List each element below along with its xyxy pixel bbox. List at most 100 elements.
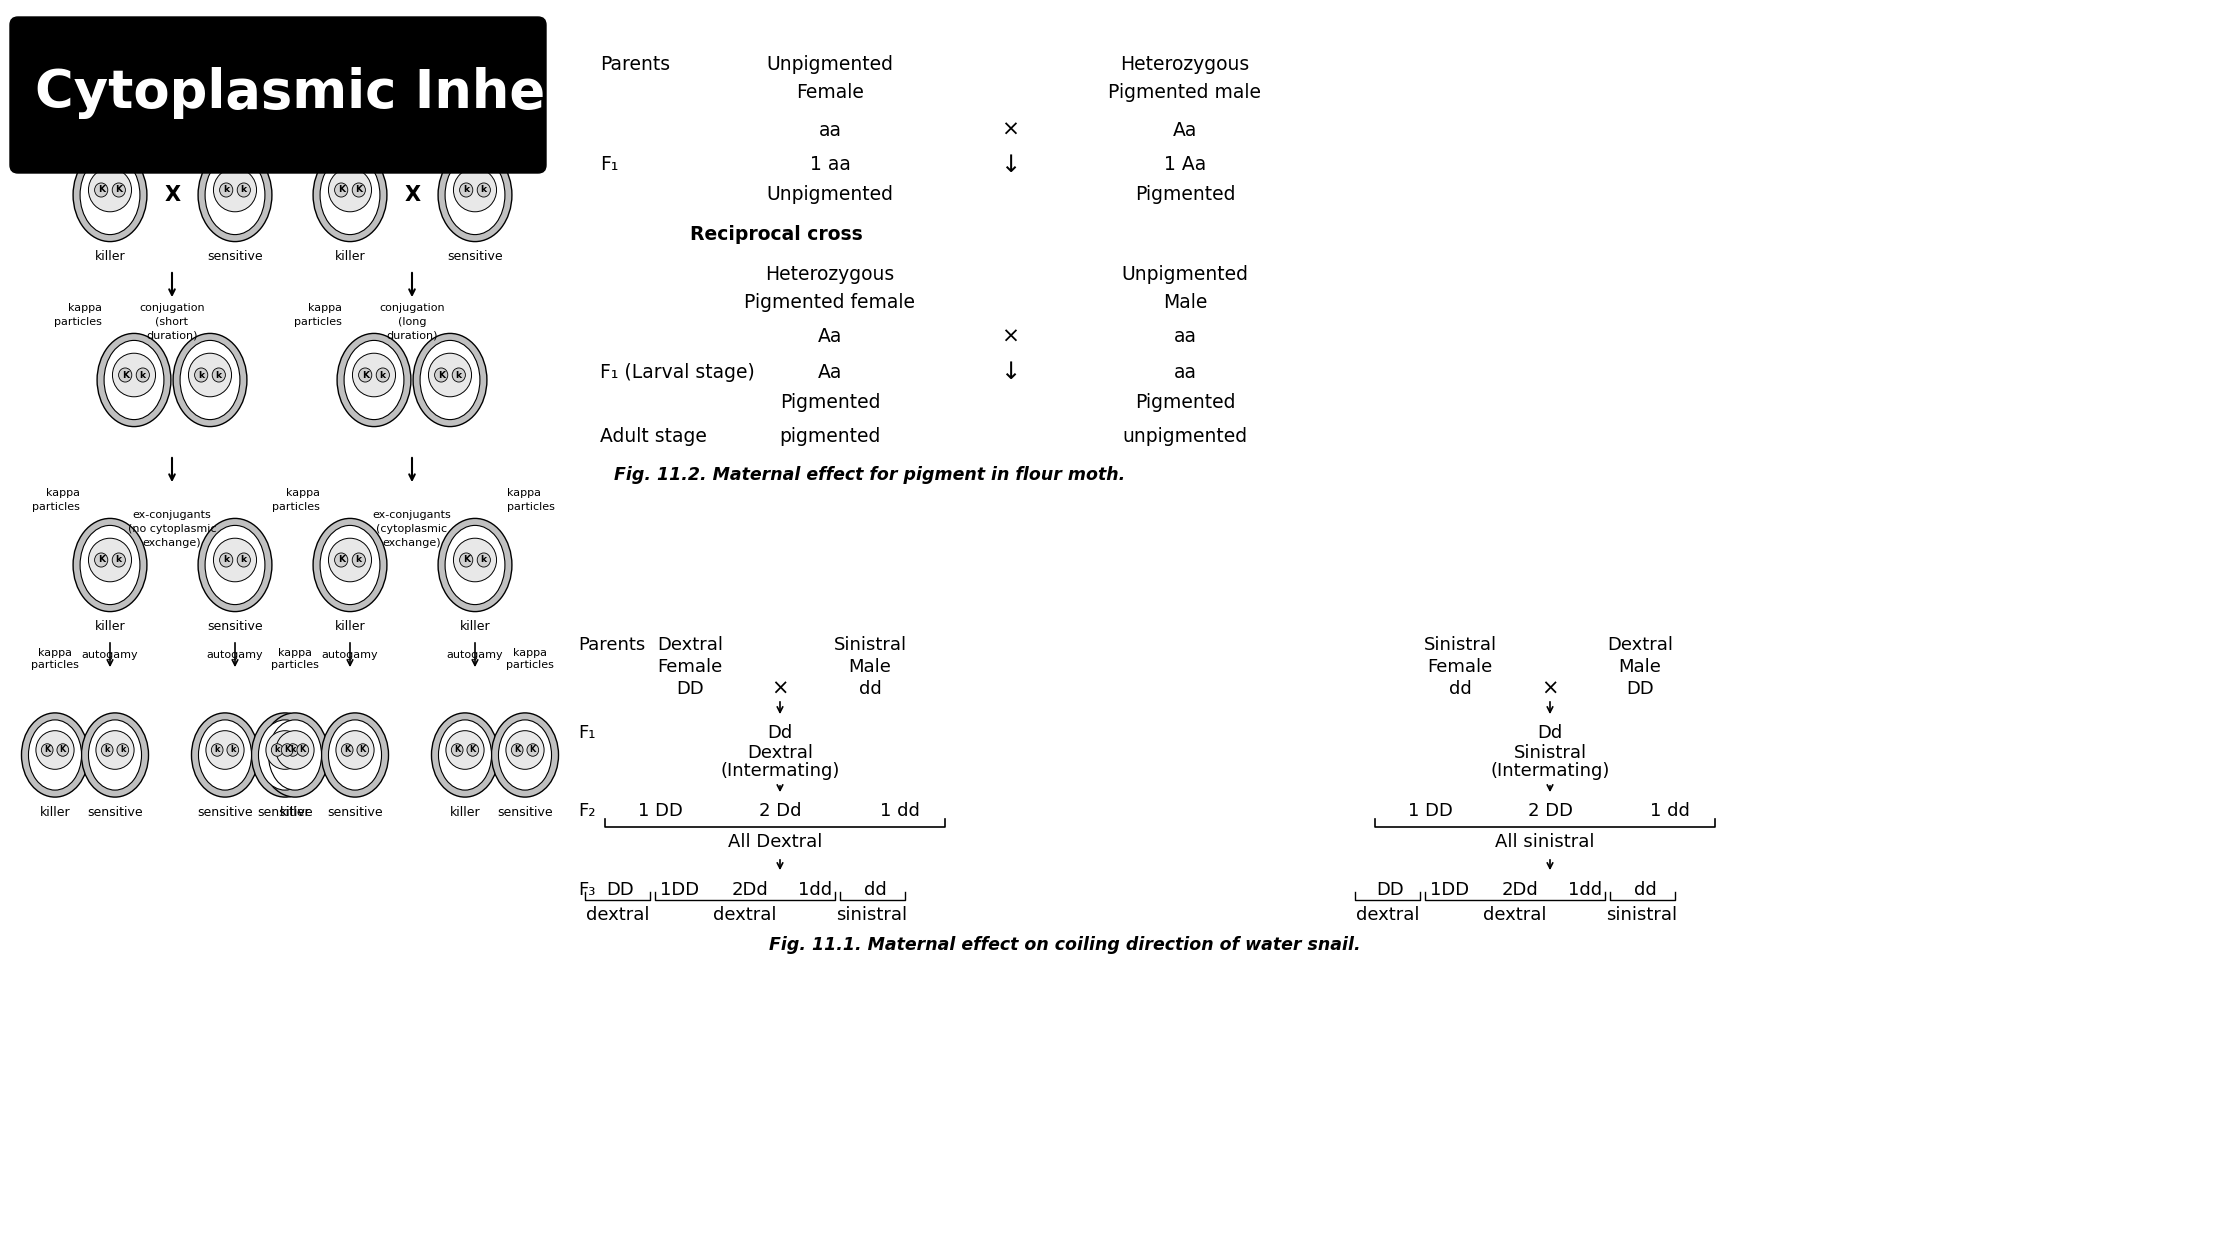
Ellipse shape	[197, 518, 271, 611]
Ellipse shape	[81, 713, 148, 798]
Text: particles: particles	[293, 318, 343, 328]
Ellipse shape	[101, 743, 112, 756]
Text: 1 aa: 1 aa	[809, 155, 851, 174]
Text: autogamy: autogamy	[206, 650, 264, 660]
Text: k: k	[139, 370, 146, 379]
Text: ex-conjugants: ex-conjugants	[132, 510, 211, 520]
Ellipse shape	[36, 731, 74, 770]
Text: kappa: kappa	[506, 488, 542, 498]
Text: K: K	[60, 746, 65, 755]
Ellipse shape	[334, 553, 347, 567]
Text: killer: killer	[40, 805, 69, 819]
Ellipse shape	[87, 169, 132, 212]
Text: Female: Female	[795, 83, 865, 102]
Text: K: K	[338, 185, 345, 194]
Text: k: k	[224, 556, 228, 564]
Text: 1 dd: 1 dd	[1651, 803, 1689, 820]
Ellipse shape	[190, 713, 258, 798]
Text: Unpigmented: Unpigmented	[766, 55, 894, 74]
Ellipse shape	[323, 713, 388, 798]
Text: K: K	[464, 556, 470, 564]
Text: K: K	[300, 746, 307, 755]
Text: 2 DD: 2 DD	[1528, 803, 1572, 820]
Text: particles: particles	[31, 660, 78, 670]
Text: DD: DD	[676, 680, 703, 698]
Text: K: K	[99, 556, 105, 564]
Text: Male: Male	[1163, 294, 1207, 312]
Text: kappa: kappa	[307, 302, 343, 312]
Ellipse shape	[195, 368, 208, 382]
Text: K: K	[114, 185, 123, 194]
Text: (cytoplasmic: (cytoplasmic	[376, 524, 448, 534]
Ellipse shape	[188, 353, 231, 397]
Ellipse shape	[506, 731, 544, 770]
Text: killer: killer	[459, 620, 491, 634]
Ellipse shape	[435, 368, 448, 382]
Text: dd: dd	[1633, 881, 1655, 898]
Text: Parents: Parents	[578, 636, 645, 654]
Ellipse shape	[116, 743, 128, 756]
Ellipse shape	[137, 368, 150, 382]
Ellipse shape	[206, 155, 264, 234]
Text: DD: DD	[607, 881, 634, 898]
Text: particles: particles	[271, 501, 320, 512]
Text: kappa: kappa	[513, 648, 547, 658]
Text: conjugation: conjugation	[139, 302, 204, 312]
Ellipse shape	[112, 553, 125, 567]
Text: K: K	[99, 185, 105, 194]
Text: 1DD: 1DD	[661, 881, 699, 898]
Text: k: k	[121, 746, 125, 755]
Ellipse shape	[439, 719, 491, 790]
Text: Male: Male	[1620, 658, 1662, 677]
Ellipse shape	[22, 713, 90, 798]
Text: killer: killer	[334, 620, 365, 634]
Ellipse shape	[112, 183, 125, 197]
Text: particles: particles	[31, 132, 81, 142]
Ellipse shape	[477, 183, 491, 197]
Text: K: K	[361, 370, 370, 379]
Text: ↓: ↓	[999, 152, 1019, 176]
Ellipse shape	[352, 553, 365, 567]
Text: k: k	[482, 556, 486, 564]
Text: ×: ×	[1541, 679, 1559, 699]
Text: kappa: kappa	[67, 302, 103, 312]
Text: K: K	[345, 746, 349, 755]
Ellipse shape	[352, 183, 365, 197]
Text: sinistral: sinistral	[836, 906, 907, 924]
Text: 1 dd: 1 dd	[880, 803, 921, 820]
Ellipse shape	[439, 518, 513, 611]
Ellipse shape	[329, 538, 372, 582]
Text: 1 DD: 1 DD	[638, 803, 683, 820]
Text: k: k	[381, 370, 385, 379]
Text: sensitive: sensitive	[448, 251, 502, 263]
Text: k: k	[231, 746, 235, 755]
Ellipse shape	[179, 340, 240, 420]
Text: sensitive: sensitive	[497, 805, 553, 819]
Text: ×: ×	[1001, 120, 1019, 140]
Text: kappa: kappa	[47, 118, 81, 129]
Ellipse shape	[81, 155, 139, 234]
Text: K: K	[513, 746, 520, 755]
Text: dd: dd	[865, 881, 887, 898]
Text: particles: particles	[54, 318, 103, 328]
Text: Pigmented: Pigmented	[780, 393, 880, 412]
Text: Sinistral: Sinistral	[833, 636, 907, 654]
Text: particles: particles	[31, 501, 81, 512]
Text: k: k	[105, 746, 110, 755]
Ellipse shape	[220, 183, 233, 197]
Text: particles: particles	[271, 660, 318, 670]
Text: K: K	[437, 370, 446, 379]
Text: Reciprocal cross: Reciprocal cross	[690, 226, 862, 244]
Ellipse shape	[282, 743, 293, 756]
Text: k: k	[197, 370, 204, 379]
Text: (no cytoplasmic: (no cytoplasmic	[128, 524, 217, 534]
Text: (long: (long	[399, 318, 426, 328]
Ellipse shape	[511, 743, 524, 756]
Text: dextral: dextral	[712, 906, 777, 924]
Text: sensitive: sensitive	[87, 805, 143, 819]
Ellipse shape	[267, 731, 305, 770]
Text: k: k	[482, 185, 486, 194]
Text: unpigmented: unpigmented	[1122, 427, 1248, 446]
Ellipse shape	[459, 183, 473, 197]
Ellipse shape	[287, 743, 298, 756]
